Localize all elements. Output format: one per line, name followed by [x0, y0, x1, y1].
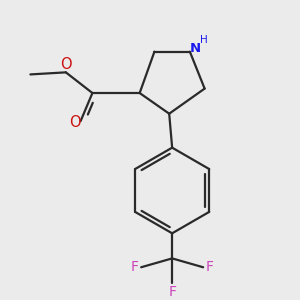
Text: H: H	[200, 35, 208, 46]
Text: F: F	[206, 260, 214, 274]
Text: F: F	[130, 260, 139, 274]
Text: O: O	[60, 57, 72, 72]
Text: O: O	[70, 115, 81, 130]
Text: N: N	[190, 42, 201, 55]
Text: F: F	[168, 285, 176, 299]
